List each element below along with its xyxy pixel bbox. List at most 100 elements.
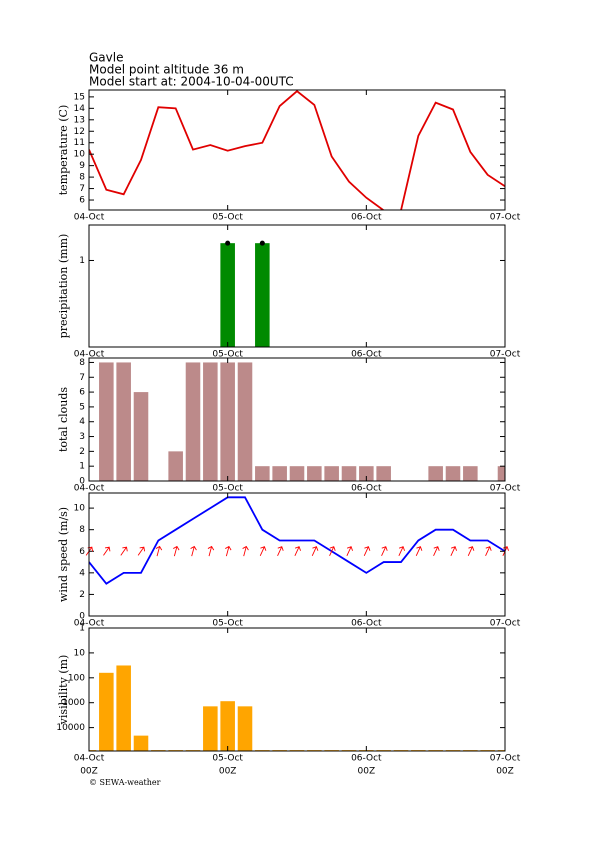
x-tick-label: 04-Oct [74, 754, 105, 764]
arrow-shape [415, 546, 423, 556]
x-tick-label: 06-Oct [351, 484, 382, 494]
arrow-shape [103, 546, 111, 556]
panel-frame [88, 224, 506, 348]
wind-arrow [120, 546, 128, 556]
line [89, 496, 505, 585]
y-tick-label: 0 [79, 477, 85, 487]
bar [237, 362, 253, 481]
arrow-shape [225, 545, 232, 557]
y-tick-label: 4 [79, 568, 85, 578]
arrow-shape [381, 546, 388, 556]
bar [99, 672, 114, 751]
y-tick-label: 10000 [56, 723, 85, 733]
x-tick-label: 07-Oct [490, 484, 521, 494]
x-sublabel: 00Z [219, 767, 237, 777]
y-tick-label: 2 [79, 447, 85, 457]
arrow-shape [190, 545, 197, 557]
arrow-shape [120, 546, 128, 556]
y-tick-label: 6 [79, 388, 85, 398]
x-tick-label: 04-Oct [74, 619, 105, 629]
x-sublabel: 00Z [496, 767, 514, 777]
y-tick-label: 13 [74, 115, 85, 125]
location: Gavle [89, 51, 123, 65]
arrow-shape [173, 545, 180, 557]
y-tick-label: 1 [79, 256, 85, 266]
wind-arrow [242, 545, 249, 557]
wind-arrow [485, 546, 492, 556]
bar [99, 362, 114, 481]
wind-arrow [137, 546, 146, 556]
panel-frame [88, 89, 506, 211]
y-tick-label: 4 [79, 417, 85, 427]
bar [220, 701, 235, 751]
bar [272, 466, 287, 481]
y-tick-label: 3 [79, 432, 85, 442]
bar [220, 362, 235, 481]
x-tick-label: 05-Oct [212, 484, 243, 494]
wind-arrow [103, 546, 111, 556]
arrow-shape [346, 546, 353, 556]
x-tick-label: 06-Oct [351, 213, 382, 223]
wind-arrow [398, 546, 405, 556]
bar [359, 466, 374, 481]
bar [255, 466, 270, 481]
bar [133, 735, 149, 751]
wind-arrow [311, 546, 319, 556]
bar-dot [259, 240, 265, 246]
y-tick-label: 10 [74, 648, 86, 658]
x-tick-label: 05-Oct [212, 213, 243, 223]
arrow-shape [467, 546, 475, 556]
x-tick-label: 07-Oct [490, 350, 521, 360]
x-tick-label: 06-Oct [351, 754, 382, 764]
x-tick-label: 07-Oct [490, 619, 521, 629]
y-tick-label: 8 [79, 358, 85, 368]
wind-arrow [450, 546, 457, 556]
y-tick-label: 10 [74, 150, 86, 160]
wind-arrow [381, 546, 388, 556]
bar [376, 466, 391, 481]
y-tick-label: 6 [79, 547, 85, 557]
wind-arrow [363, 546, 371, 556]
arrow-shape [207, 545, 215, 557]
arrow-shape [259, 546, 267, 556]
y-tick-label: 2 [79, 590, 85, 600]
x-tick-label: 04-Oct [74, 484, 105, 494]
bar [220, 243, 235, 347]
y-axis-label: visibility (m) [57, 655, 70, 726]
x-tick-label: 04-Oct [74, 213, 105, 223]
bar [463, 466, 478, 481]
wind-arrow [329, 546, 336, 556]
bar [237, 706, 253, 751]
arrow-shape [433, 546, 440, 556]
wind-arrow [433, 546, 440, 556]
y-axis-label: precipitation (mm) [57, 234, 70, 339]
x-tick-label: 04-Oct [74, 350, 105, 360]
y-tick-label: 15 [74, 92, 85, 102]
altitude: Model point altitude 36 m [89, 63, 244, 77]
wind-arrow [294, 546, 301, 556]
line [89, 90, 505, 210]
bar [185, 362, 201, 481]
bar [289, 466, 305, 481]
bar [116, 362, 131, 481]
wind-arrow [207, 545, 215, 557]
wind-arrow [225, 545, 232, 557]
y-tick-label: 1 [79, 462, 85, 472]
y-tick-label: 10 [74, 504, 86, 514]
y-tick-label: 5 [79, 402, 85, 412]
y-tick-label: 9 [79, 161, 85, 171]
y-tick-label: 1000 [62, 698, 85, 708]
y-tick-label: 8 [79, 173, 85, 183]
arrow-shape [450, 546, 457, 556]
wind-arrow [346, 546, 353, 556]
plot-area [89, 665, 505, 751]
bar [203, 706, 218, 751]
arrow-shape [155, 545, 163, 557]
x-sublabel: 00Z [80, 767, 98, 777]
arrow-shape [363, 546, 371, 556]
panel-frame [88, 492, 506, 617]
panel-frame [88, 627, 506, 752]
plot-area [89, 90, 505, 210]
bar [324, 466, 339, 481]
